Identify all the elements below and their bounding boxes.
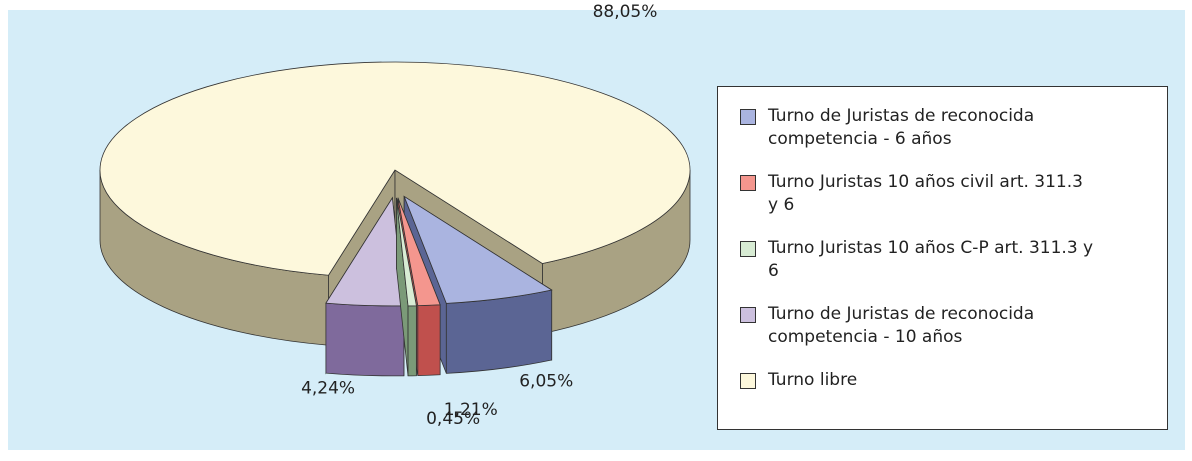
legend-swatch: [740, 109, 756, 125]
legend-swatch: [740, 175, 756, 191]
slice-wall: [325, 302, 405, 377]
data-label: 1,21%: [444, 400, 498, 420]
legend-item: Turno Juristas 10 años civil art. 311.3 …: [740, 171, 1151, 217]
legend-swatch: [740, 307, 756, 323]
slice: [396, 197, 417, 307]
slice: [99, 61, 691, 276]
legend-item: Turno libre: [740, 369, 1151, 392]
legend-item: Turno de Juristas de reconocida competen…: [740, 303, 1151, 349]
legend-swatch: [740, 241, 756, 257]
legend-swatch: [740, 373, 756, 389]
slice-wall: [417, 304, 441, 377]
data-label: 6,05%: [519, 372, 573, 392]
legend-item: Turno Juristas 10 años C-P art. 311.3 y …: [740, 237, 1151, 283]
legend-label: Turno Juristas 10 años civil art. 311.3 …: [768, 172, 1083, 215]
slice: [397, 197, 441, 307]
legend-label: Turno libre: [768, 370, 858, 390]
legend-label: Turno de Juristas de reconocida competen…: [768, 106, 1035, 149]
slice: [403, 195, 553, 304]
data-label: 88,05%: [593, 2, 658, 22]
legend-label: Turno Juristas 10 años C-P art. 311.3 y …: [768, 238, 1094, 281]
data-label: 0,45%: [426, 409, 480, 429]
data-label: 4,24%: [301, 378, 355, 398]
legend: Turno de Juristas de reconocida competen…: [717, 86, 1168, 430]
slice-wall: [407, 305, 417, 377]
legend-item: Turno de Juristas de reconocida competen…: [740, 105, 1151, 151]
legend-label: Turno de Juristas de reconocida competen…: [768, 304, 1035, 347]
